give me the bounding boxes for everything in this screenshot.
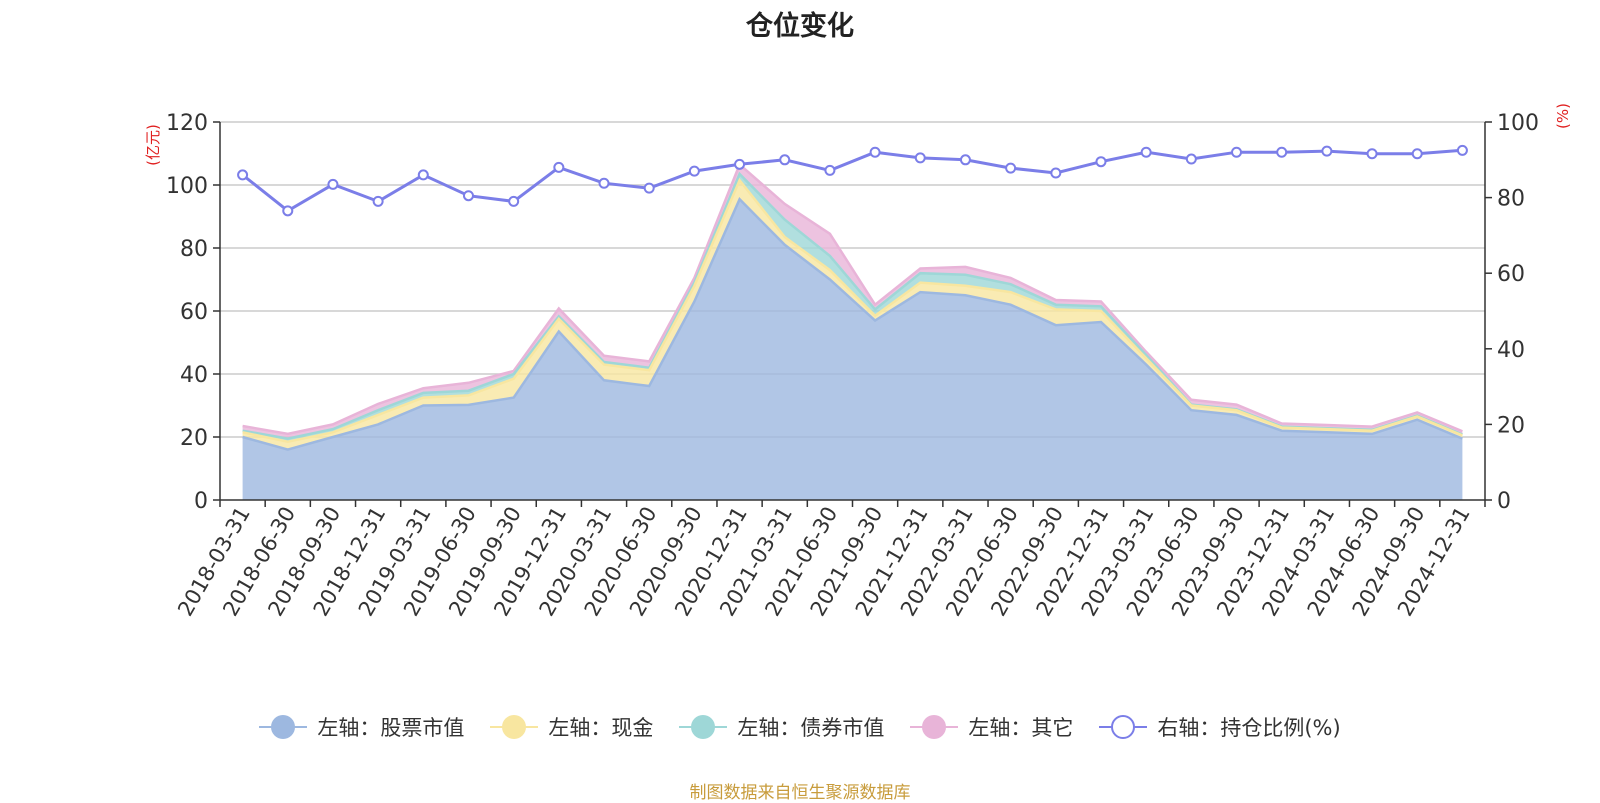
- ratio-point: [1050, 167, 1062, 179]
- left-tick-label: 60: [180, 300, 208, 325]
- right-tick-label: 0: [1497, 489, 1511, 514]
- ratio-point: [417, 169, 429, 181]
- ratio-point: [1231, 146, 1243, 158]
- legend-item[interactable]: 右轴：持仓比例(%): [1099, 712, 1341, 742]
- legend-item[interactable]: 左轴：股票市值: [259, 712, 464, 742]
- left-tick-label: 20: [180, 426, 208, 451]
- right-tick-label: 40: [1497, 338, 1525, 363]
- ratio-point: [1276, 146, 1288, 158]
- ratio-point: [688, 165, 700, 177]
- legend: 左轴：股票市值 左轴：现金 左轴：债券市值 左轴：其它 右轴：持仓比例(%): [0, 712, 1600, 742]
- ratio-point: [959, 154, 971, 166]
- ratio-point: [1140, 146, 1152, 158]
- right-tick-label: 80: [1497, 187, 1525, 212]
- legend-swatch-icon: [1099, 714, 1148, 740]
- right-tick-label: 100: [1497, 111, 1539, 136]
- ratio-point: [1321, 145, 1333, 157]
- left-tick-label: 80: [180, 237, 208, 262]
- ratio-line: [241, 148, 1463, 213]
- stacked-areas: [242, 162, 1463, 500]
- series-area: [242, 199, 1463, 500]
- legend-item[interactable]: 左轴：其它: [910, 712, 1073, 742]
- left-tick-label: 0: [194, 489, 208, 514]
- ratio-point: [1185, 153, 1197, 165]
- ratio-point: [462, 190, 474, 202]
- ratio-point: [734, 158, 746, 170]
- left-axis-unit-label: (亿元): [144, 124, 162, 166]
- series-area-edge: [242, 162, 1463, 436]
- position-ratio-line: [237, 144, 1468, 217]
- legend-swatch-icon: [490, 714, 539, 740]
- ratio-point: [914, 152, 926, 164]
- ratio-point: [1005, 162, 1017, 174]
- ratio-point: [327, 178, 339, 190]
- ratio-point: [779, 154, 791, 166]
- right-tick-label: 60: [1497, 262, 1525, 287]
- legend-swatch-icon: [910, 714, 959, 740]
- ratio-point: [1366, 148, 1378, 160]
- chart-canvas: 0204060801001200204060801002018-03-31201…: [144, 103, 1572, 620]
- series-area: [242, 180, 1463, 450]
- ratio-point: [1411, 148, 1423, 160]
- chart-title: 仓位变化: [746, 11, 854, 42]
- left-tick-label: 120: [166, 111, 208, 136]
- legend-label: 左轴：股票市值: [317, 716, 465, 740]
- series-area-edge: [242, 197, 1463, 451]
- ratio-point: [824, 164, 836, 176]
- legend-label: 左轴：债券市值: [737, 716, 885, 740]
- ratio-point: [1456, 144, 1468, 156]
- ratio-point: [1095, 156, 1107, 168]
- legend-label: 左轴：其它: [968, 716, 1074, 740]
- ratio-point: [598, 177, 610, 189]
- left-tick-label: 100: [166, 174, 208, 199]
- ratio-point: [508, 195, 520, 207]
- legend-label: 左轴：现金: [548, 716, 654, 740]
- ratio-point: [869, 146, 881, 158]
- legend-item[interactable]: 左轴：债券市值: [679, 712, 884, 742]
- ratio-point: [237, 169, 249, 181]
- ratio-point: [553, 161, 565, 173]
- legend-swatch-icon: [679, 714, 728, 740]
- right-tick-label: 20: [1497, 413, 1525, 438]
- legend-label: 右轴：持仓比例(%): [1157, 716, 1341, 740]
- ratio-point: [643, 182, 655, 194]
- ratio-point: [372, 195, 384, 207]
- series-area-edge: [242, 177, 1463, 443]
- legend-swatch-icon: [259, 714, 308, 740]
- ratio-point: [282, 205, 294, 217]
- source-note: 制图数据来自恒生聚源数据库: [689, 783, 911, 803]
- legend-item[interactable]: 左轴：现金: [490, 712, 653, 742]
- left-tick-label: 40: [180, 363, 208, 388]
- right-axis-unit-label: (%): [1554, 103, 1572, 129]
